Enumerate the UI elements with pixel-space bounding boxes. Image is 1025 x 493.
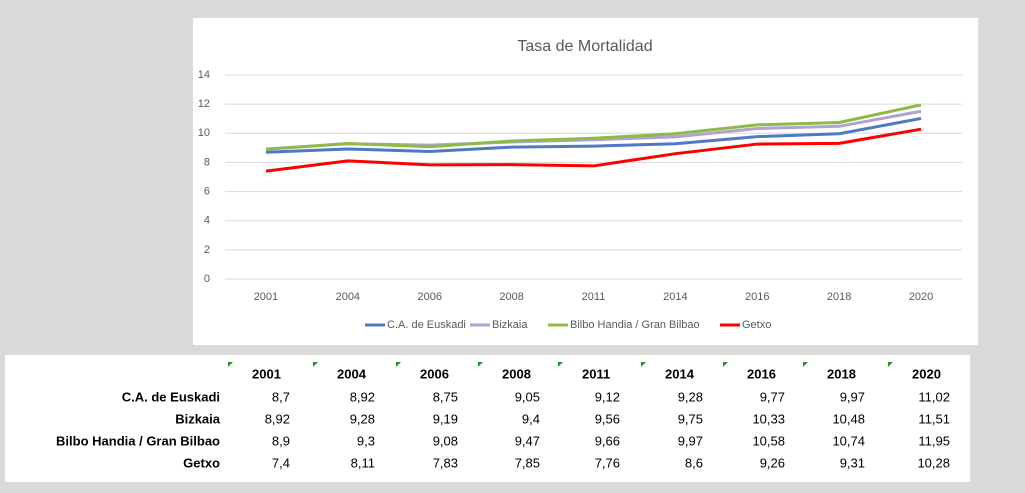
y-tick-label: 10 [198,127,210,139]
legend-label: Bizkaia [492,319,528,331]
header-cell: 2011 [582,366,610,381]
table-cell: 9,26 [760,455,785,470]
cell-flag [888,362,893,367]
cell-flag [396,362,401,367]
table-cell: 8,11 [351,455,375,470]
table-cell: 8,9 [272,433,290,448]
table-cell: 10,28 [917,455,950,470]
table-cell: 8,92 [350,389,375,404]
series-line [265,116,922,154]
header-cell: 2006 [420,366,449,381]
x-tick-label: 2008 [499,291,523,303]
x-tick-label: 2004 [336,291,360,303]
table-cell: 9,28 [350,411,375,426]
legend-label: Bilbo Handia / Gran Bilbao [570,319,700,331]
x-tick-label: 2014 [663,291,687,303]
table-area [5,355,970,482]
header-cell: 2016 [747,366,776,381]
header-cell: 2004 [337,366,367,381]
x-tick-label: 2016 [745,291,769,303]
chart-area [193,18,978,345]
y-tick-label: 8 [204,156,210,168]
table-cell: 9,47 [515,433,540,448]
row-label: Getxo [183,455,220,470]
row-label: C.A. de Euskadi [122,389,220,404]
x-tick-label: 2006 [417,291,441,303]
header-cell: 2014 [665,366,695,381]
table-cell: 9,19 [433,411,458,426]
table-cell: 9,97 [678,433,703,448]
cell-flag [313,362,318,367]
table-cell: 8,75 [433,389,458,404]
table-cell: 9,3 [357,433,375,448]
table-cell: 7,4 [272,455,290,470]
x-tick-label: 2011 [582,291,606,303]
table-cell: 10,48 [832,411,865,426]
table-cell: 9,08 [433,433,458,448]
cell-flag [803,362,808,367]
table-cell: 9,31 [840,455,865,470]
table-cell: 9,05 [515,389,540,404]
cell-flag [558,362,563,367]
y-tick-label: 6 [204,185,210,197]
series-line [265,103,922,151]
cell-flag [228,362,233,367]
cell-flag [723,362,728,367]
table-cell: 9,4 [522,411,540,426]
x-tick-label: 2018 [827,291,851,303]
table-cell: 9,97 [840,389,865,404]
header-cell: 2001 [252,366,281,381]
table-cell: 11,95 [918,433,950,448]
cell-flag [478,362,483,367]
table-cell: 11,51 [918,411,950,426]
table-cell: 7,76 [595,455,620,470]
y-tick-label: 12 [198,98,210,110]
table-cell: 7,83 [433,455,458,470]
table-cell: 9,28 [678,389,703,404]
y-tick-label: 0 [204,273,210,285]
table-cell: 9,12 [595,389,620,404]
legend-label: Getxo [742,319,771,331]
table-cell: 10,33 [752,411,785,426]
cell-flag [641,362,646,367]
header-cell: 2020 [912,366,941,381]
table-cell: 10,74 [832,433,865,448]
x-tick-label: 2001 [254,291,278,303]
legend-label: C.A. de Euskadi [387,319,466,331]
table-cell: 8,92 [265,411,290,426]
header-cell: 2018 [827,366,856,381]
table-cell: 9,56 [595,411,620,426]
row-label: Bilbo Handia / Gran Bilbao [56,433,220,448]
table-cell: 9,77 [760,389,785,404]
table-cell: 9,75 [678,411,703,426]
chart-title: Tasa de Mortalidad [517,38,652,55]
table-cell: 9,66 [595,433,620,448]
table-cell: 8,6 [685,455,703,470]
header-cell: 2008 [502,366,531,381]
series-line [265,127,922,173]
table-cell: 10,58 [752,433,785,448]
table-cell: 7,85 [515,455,540,470]
row-label: Bizkaia [175,411,221,426]
x-tick-label: 2020 [909,291,933,303]
table-cell: 8,7 [272,389,290,404]
y-tick-label: 4 [204,215,210,227]
table-cell: 11,02 [918,389,950,404]
y-tick-label: 14 [198,69,210,81]
y-tick-label: 2 [204,244,210,256]
